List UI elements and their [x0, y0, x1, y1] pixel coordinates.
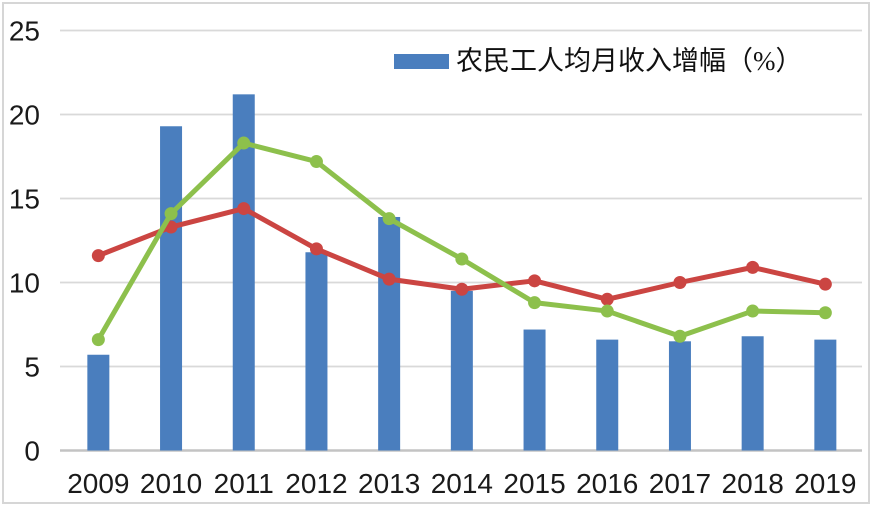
- bar-income-growth-2016: [596, 339, 619, 451]
- legend-swatch-bar-series: [394, 53, 449, 69]
- chart-legend: 农民工人均月收入增幅（%）: [394, 45, 803, 77]
- line-green-point-2019: [818, 306, 832, 320]
- y-tick-label-20: 20: [9, 100, 40, 131]
- line-red-point-2018: [746, 260, 760, 274]
- bar-income-growth-2012: [305, 252, 328, 451]
- y-tick-label-5: 5: [24, 352, 40, 383]
- x-tick-label-2010: 2010: [140, 468, 202, 499]
- y-tick-label-0: 0: [24, 436, 40, 467]
- bar-income-growth-2009: [87, 354, 110, 451]
- line-green-point-2010: [164, 207, 178, 221]
- line-red-point-2017: [673, 276, 687, 289]
- line-red-point-2014: [455, 282, 469, 296]
- bar-income-growth-2010: [160, 126, 183, 451]
- line-green-point-2012: [309, 155, 323, 169]
- y-tick-label-10: 10: [9, 268, 40, 299]
- bar-income-growth-2014: [450, 290, 473, 451]
- line-green-point-2016: [600, 304, 614, 318]
- line-green-point-2011: [237, 136, 251, 150]
- line-green-point-2015: [528, 296, 542, 310]
- chart-frame: [2, 2, 870, 504]
- x-tick-label-2017: 2017: [649, 468, 711, 499]
- line-red-point-2011: [237, 202, 251, 216]
- x-tick-label-2019: 2019: [794, 468, 856, 499]
- y-tick-label-25: 25: [9, 16, 40, 47]
- x-tick-label-2015: 2015: [503, 468, 565, 499]
- line-red-point-2016: [600, 292, 614, 306]
- bar-income-growth-2019: [814, 339, 837, 451]
- bar-income-growth-2015: [523, 329, 546, 451]
- line-red-point-2009: [91, 249, 105, 263]
- line-green-point-2017: [673, 329, 687, 343]
- y-tick-label-15: 15: [9, 184, 40, 215]
- line-green-point-2009: [91, 333, 105, 347]
- x-tick-label-2014: 2014: [431, 468, 493, 499]
- line-green-point-2014: [455, 252, 469, 266]
- x-tick-label-2009: 2009: [67, 468, 129, 499]
- line-red-point-2015: [528, 274, 542, 288]
- x-tick-label-2013: 2013: [358, 468, 420, 499]
- x-tick-label-2012: 2012: [285, 468, 347, 499]
- x-tick-label-2016: 2016: [576, 468, 638, 499]
- line-red-point-2019: [818, 277, 832, 291]
- bar-income-growth-2011: [232, 94, 255, 451]
- bar-income-growth-2017: [668, 341, 691, 451]
- x-tick-label-2018: 2018: [722, 468, 784, 499]
- x-tick-label-2011: 2011: [214, 468, 274, 499]
- line-green-point-2013: [382, 212, 396, 226]
- line-red-point-2012: [309, 242, 323, 256]
- bar-income-growth-2018: [741, 336, 764, 451]
- line-green-point-2018: [746, 304, 760, 318]
- bar-income-growth-2013: [378, 216, 401, 451]
- line-red-point-2013: [382, 272, 396, 286]
- legend-label: 农民工人均月收入增幅（%）: [456, 45, 803, 76]
